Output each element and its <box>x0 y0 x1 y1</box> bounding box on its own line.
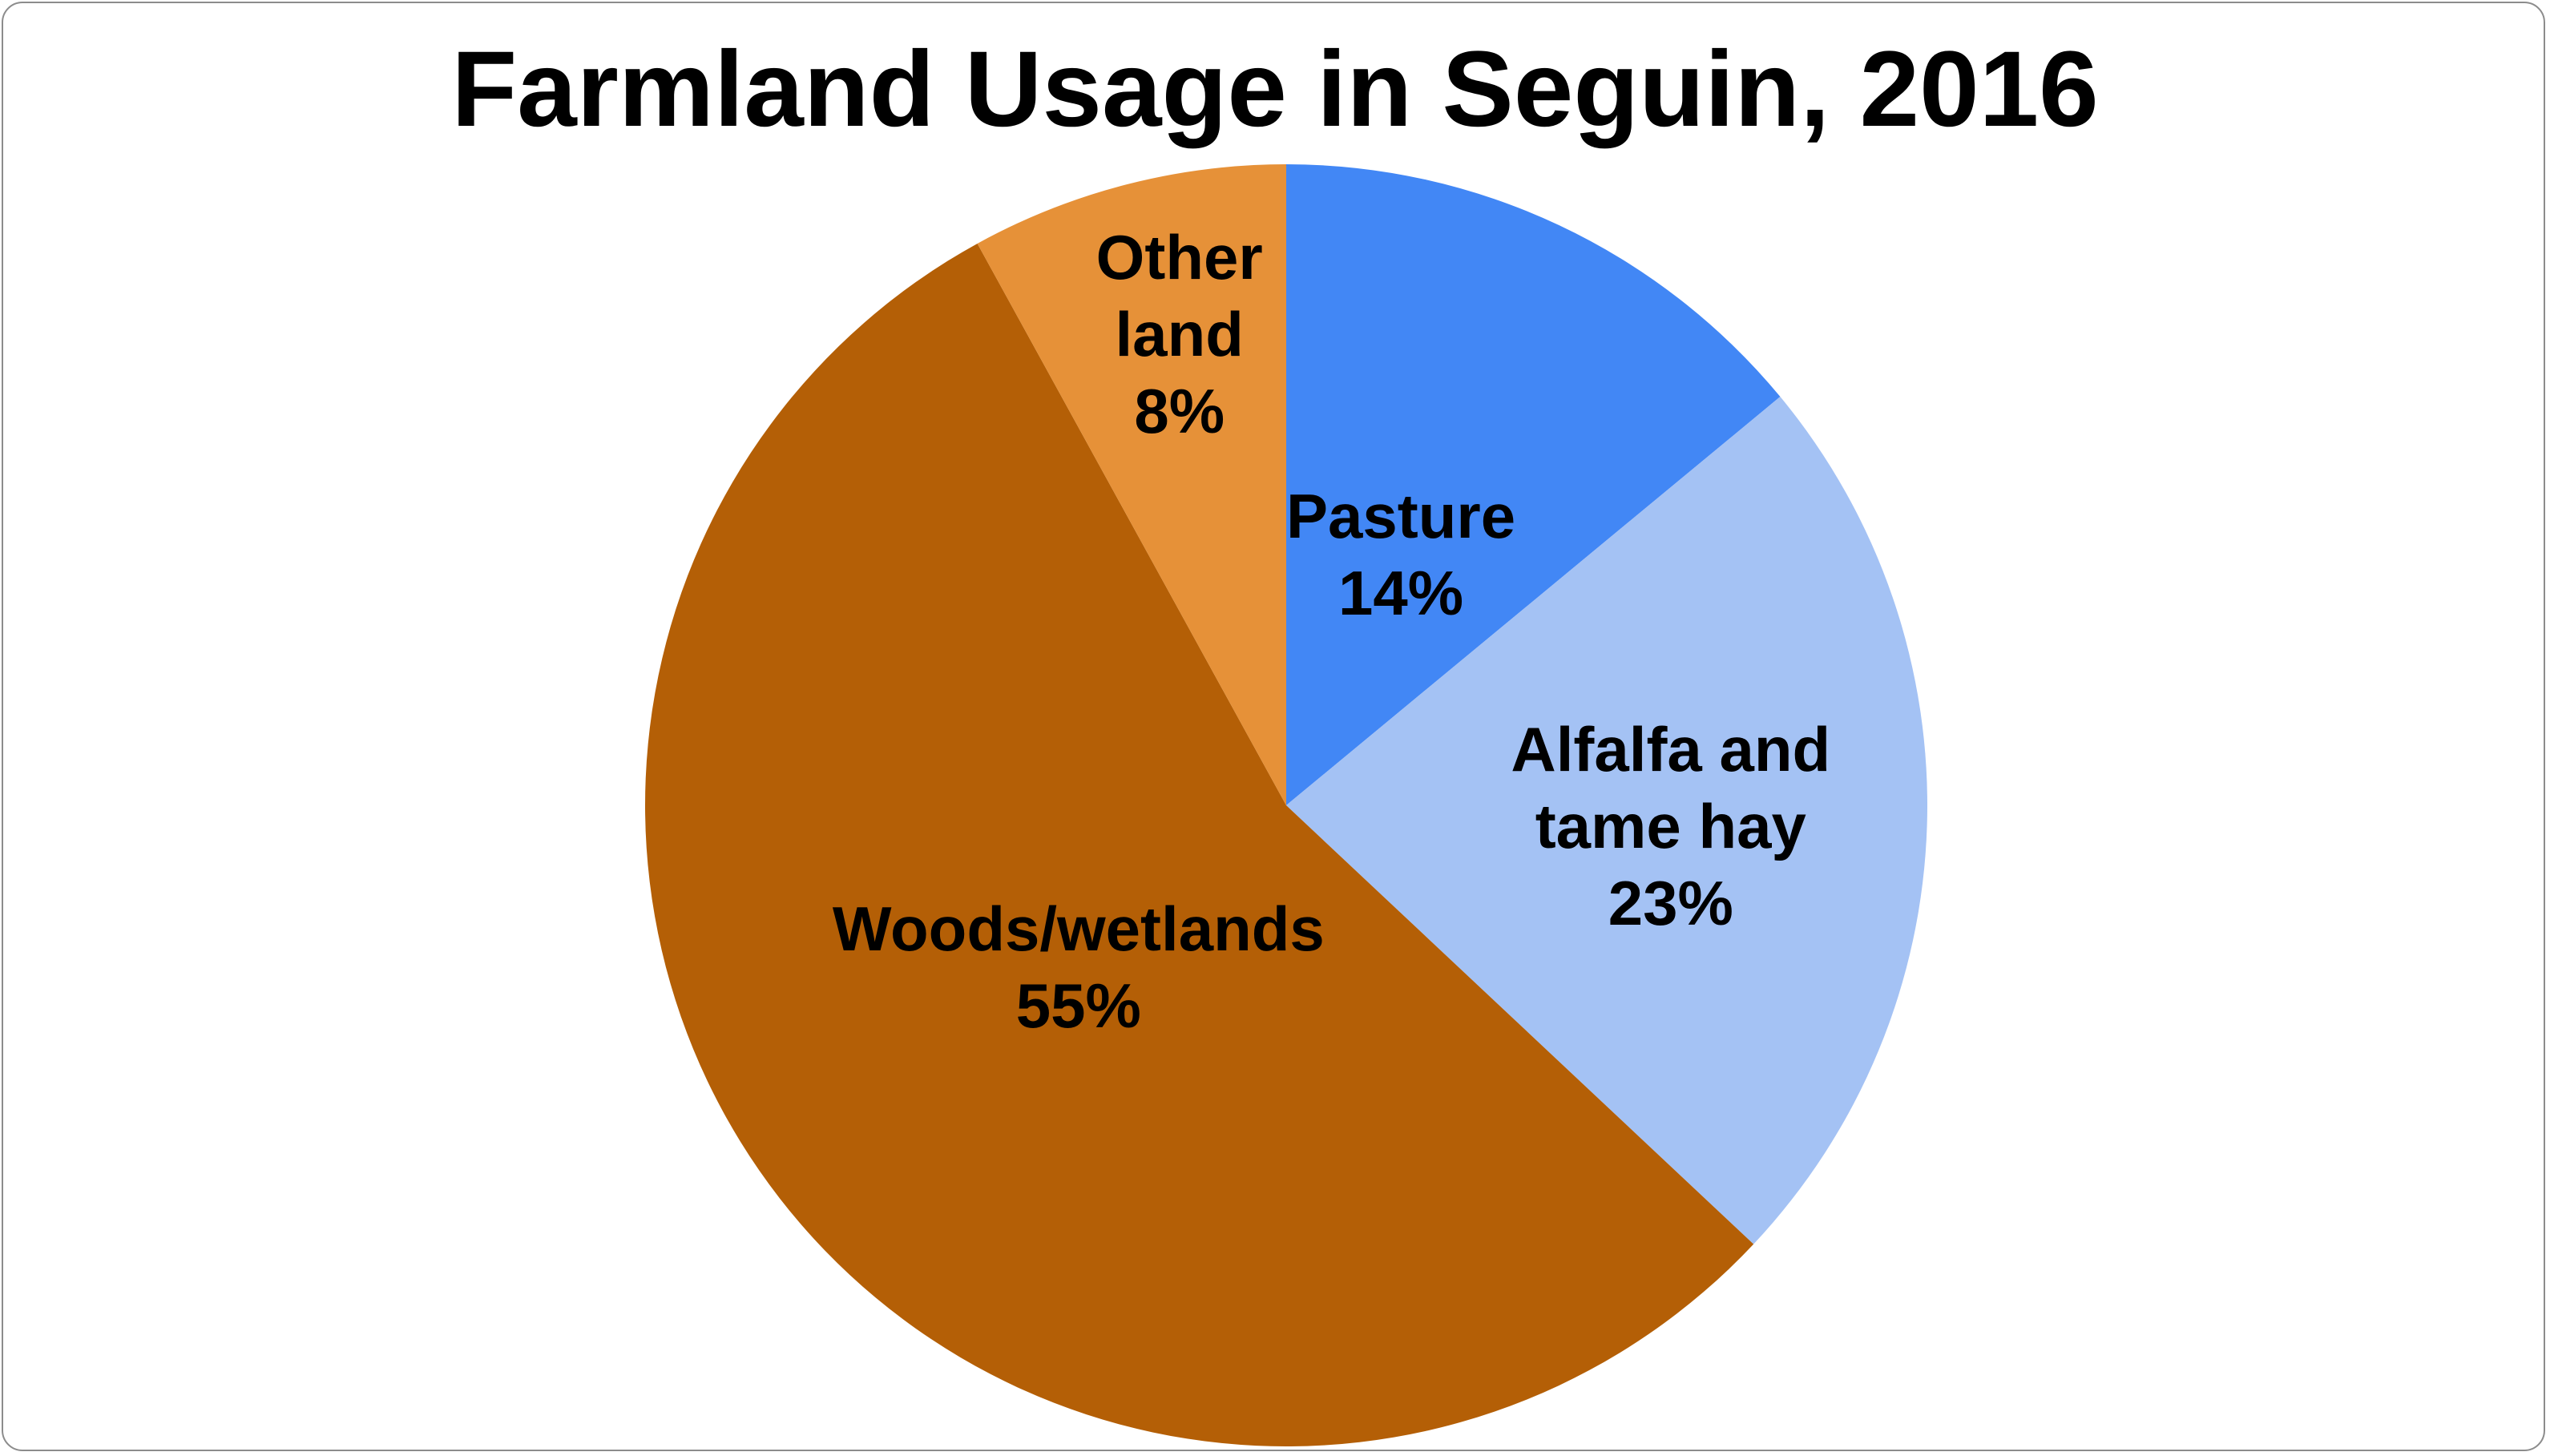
data-label-pasture: Pasture 14% <box>1286 481 1515 628</box>
pie-slice-woods-wetlands <box>645 243 1754 1446</box>
pie-slice-alfalfa-and-tame-hay <box>1286 397 1927 1244</box>
data-label-line: Other <box>1096 222 1263 292</box>
pie-slices <box>645 164 1927 1446</box>
data-label-line: 14% <box>1338 558 1463 628</box>
data-label-line: 8% <box>1134 376 1225 446</box>
pie-slice-other-land <box>977 164 1286 805</box>
data-label-line: 55% <box>1016 970 1141 1041</box>
data-label-other-land: Other land 8% <box>1096 222 1263 446</box>
pie-slice-pasture <box>1286 164 1781 805</box>
data-label-woods-wetlands: Woods/wetlands 55% <box>833 893 1325 1041</box>
pie-labels: Pasture 14% Alfalfa and tame hay 23% Woods/we… <box>833 222 1830 1041</box>
data-label-line: Pasture <box>1286 481 1515 551</box>
data-label-line: 23% <box>1608 868 1733 938</box>
data-label-line: tame hay <box>1535 791 1806 861</box>
data-label-line: land <box>1116 299 1244 369</box>
data-label-line: Woods/wetlands <box>833 893 1325 964</box>
data-label-alfalfa-and-tame-hay: Alfalfa and tame hay 23% <box>1511 714 1830 938</box>
chart-title: Farmland Usage in Seguin, 2016 <box>451 30 2099 149</box>
data-label-line: Alfalfa and <box>1511 714 1830 784</box>
